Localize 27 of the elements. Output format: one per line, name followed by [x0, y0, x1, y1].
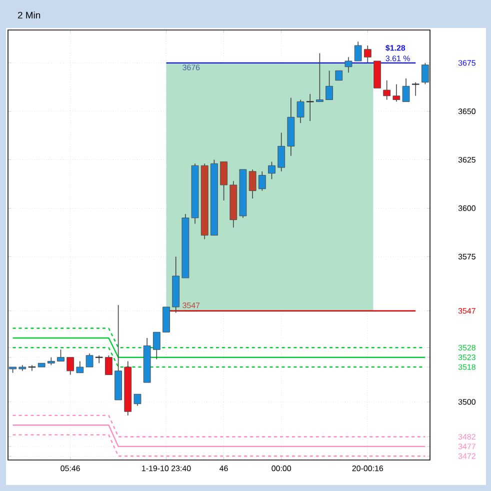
chart-title: 2 Min — [18, 12, 40, 18]
candlestick — [76, 360, 84, 374]
candlestick — [94, 355, 104, 364]
candlestick — [354, 41, 362, 62]
candlestick — [152, 332, 160, 360]
candlestick — [306, 94, 314, 122]
candlestick — [248, 169, 256, 199]
candlestick — [296, 99, 304, 124]
candlestick — [86, 353, 94, 368]
candlestick — [134, 394, 142, 406]
candlestick — [278, 132, 286, 172]
candlestick — [383, 80, 391, 100]
candlestick — [335, 70, 343, 81]
candlestick — [344, 56, 352, 74]
candlestick — [105, 355, 112, 376]
candlestick — [220, 161, 228, 201]
candlestick — [402, 78, 410, 102]
candlestick — [316, 52, 324, 102]
candlestick — [258, 170, 266, 192]
candlestick — [66, 356, 74, 376]
candlestick — [392, 84, 400, 102]
candlestick — [411, 82, 420, 96]
candlestick — [422, 62, 429, 85]
candlestick — [326, 70, 333, 100]
candlestick — [364, 45, 372, 64]
candlestick — [57, 349, 64, 362]
candlestick — [268, 161, 276, 180]
